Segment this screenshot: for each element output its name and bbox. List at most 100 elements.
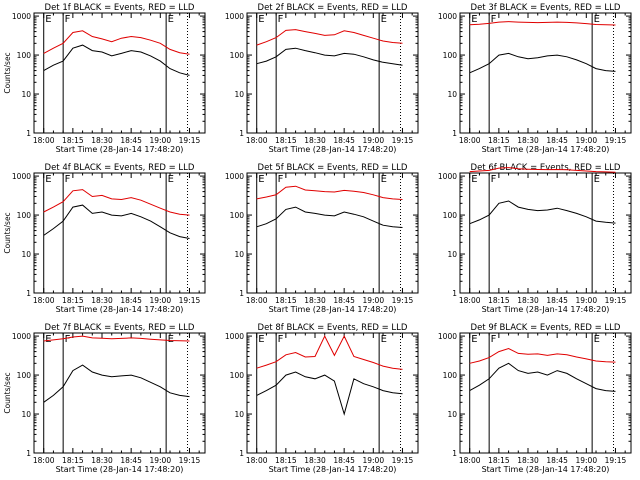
x-tick-label: 19:15 — [605, 296, 627, 305]
x-tick-label: 18:15 — [275, 296, 297, 305]
y-tick-label: 1 — [452, 289, 457, 298]
y-tick-label: 1 — [452, 449, 457, 458]
x-axis-label: Start Time (28-Jan-14 17:48:20) — [56, 145, 184, 154]
time-marker-label: F — [491, 334, 497, 345]
events-series-line — [256, 47, 403, 66]
x-tick-label: 18:15 — [488, 136, 510, 145]
y-tick-label: 10 — [21, 410, 31, 419]
x-tick-label: 18:00 — [246, 136, 268, 145]
x-axis-label: Start Time (28-Jan-14 17:48:20) — [269, 145, 397, 154]
chart-title: Det 3f BLACK = Events, RED = LLD — [471, 3, 621, 13]
time-marker-label: E — [381, 174, 387, 185]
time-marker-label: E — [381, 334, 387, 345]
x-tick-label: 19:00 — [149, 136, 171, 145]
x-tick-label: 18:45 — [546, 456, 568, 465]
x-tick-label: 19:15 — [605, 456, 627, 465]
lld-series-line — [43, 335, 190, 342]
chart-panel: Det 3f BLACK = Events, RED = LLD 1 10 100 10… — [438, 3, 632, 154]
y-tick-label: 100 — [230, 211, 245, 220]
x-axis-label: Start Time (28-Jan-14 17:48:20) — [482, 305, 610, 314]
x-tick-label: 18:45 — [333, 136, 355, 145]
x-tick-label: 18:30 — [91, 296, 113, 305]
y-tick-label: 100 — [17, 371, 32, 380]
plot-frame — [33, 12, 206, 134]
y-tick-label: 10 — [234, 410, 244, 419]
chart-title: Det 2f BLACK = Events, RED = LLD — [258, 3, 408, 13]
x-tick-label: 18:15 — [275, 456, 297, 465]
x-tick-label: 18:30 — [304, 296, 326, 305]
chart-panel: Det 8f BLACK = Events, RED = LLD 1 10 100 10… — [225, 323, 419, 474]
x-tick-label: 19:00 — [575, 136, 597, 145]
y-tick-label: 1000 — [12, 172, 31, 181]
chart-panel: Det 6f BLACK = Events, RED = LLD 1 10 100 10… — [438, 163, 632, 314]
time-marker-label: E — [594, 14, 600, 25]
y-tick-label: 100 — [443, 371, 458, 380]
time-marker-label: E — [168, 14, 174, 25]
x-tick-label: 18:00 — [33, 456, 55, 465]
y-axis-label: Counts/sec — [3, 372, 12, 413]
time-marker-label: E — [471, 14, 477, 25]
x-tick-label: 18:30 — [91, 456, 113, 465]
time-marker-label: F — [65, 334, 71, 345]
time-marker-label: F — [278, 334, 284, 345]
y-tick-label: 1000 — [225, 172, 244, 181]
time-marker-label: E — [381, 14, 387, 25]
x-tick-label: 18:30 — [517, 136, 539, 145]
events-series-line — [469, 362, 616, 392]
y-tick-label: 1000 — [438, 332, 457, 341]
chart-panel: Det 7f BLACK = Events, RED = LLD 1 10 100 10… — [3, 323, 206, 474]
y-tick-label: 100 — [17, 211, 32, 220]
x-tick-label: 18:00 — [459, 456, 481, 465]
y-tick-label: 1 — [239, 129, 244, 138]
events-series-line — [469, 52, 616, 74]
x-tick-label: 18:15 — [275, 136, 297, 145]
time-marker-label: E — [258, 334, 264, 345]
chart-panel: Det 4f BLACK = Events, RED = LLD 1 10 100 10… — [3, 163, 206, 314]
y-tick-label: 1000 — [438, 12, 457, 21]
y-tick-label: 1 — [239, 449, 244, 458]
y-tick-label: 10 — [234, 250, 244, 259]
x-tick-label: 19:15 — [179, 296, 201, 305]
plot-frame — [33, 172, 206, 294]
x-tick-label: 19:00 — [149, 296, 171, 305]
x-tick-label: 18:15 — [62, 296, 84, 305]
x-tick-label: 18:00 — [459, 296, 481, 305]
x-tick-label: 18:00 — [246, 456, 268, 465]
y-tick-label: 1 — [26, 129, 31, 138]
x-tick-label: 18:45 — [120, 296, 142, 305]
x-tick-label: 18:15 — [488, 296, 510, 305]
x-tick-label: 18:45 — [120, 136, 142, 145]
x-axis-label: Start Time (28-Jan-14 17:48:20) — [269, 465, 397, 474]
lld-series-line — [469, 167, 616, 173]
x-tick-label: 19:00 — [362, 456, 384, 465]
y-tick-label: 10 — [447, 250, 457, 259]
events-series-line — [43, 44, 190, 76]
y-tick-label: 1000 — [225, 332, 244, 341]
y-tick-label: 1000 — [438, 172, 457, 181]
events-series-line — [43, 364, 190, 403]
y-tick-label: 1 — [26, 449, 31, 458]
chart-title: Det 1f BLACK = Events, RED = LLD — [45, 3, 195, 13]
y-tick-label: 1000 — [12, 332, 31, 341]
y-tick-label: 100 — [443, 51, 458, 60]
chart-panel: Det 9f BLACK = Events, RED = LLD 1 10 100 10… — [438, 323, 632, 474]
y-tick-label: 10 — [447, 410, 457, 419]
time-marker-label: E — [168, 334, 174, 345]
time-marker-label: F — [491, 14, 497, 25]
time-marker-label: E — [471, 334, 477, 345]
time-marker-label: E — [258, 174, 264, 185]
time-marker-label: E — [594, 174, 600, 185]
x-axis-label: Start Time (28-Jan-14 17:48:20) — [482, 465, 610, 474]
x-tick-label: 19:15 — [392, 296, 414, 305]
time-marker-label: E — [258, 14, 264, 25]
y-tick-label: 100 — [17, 51, 32, 60]
plot-frame — [459, 172, 632, 294]
y-tick-label: 1 — [239, 289, 244, 298]
time-marker-label: F — [278, 14, 284, 25]
x-tick-label: 18:30 — [304, 456, 326, 465]
y-axis-label: Counts/sec — [3, 52, 12, 93]
y-tick-label: 1000 — [12, 12, 31, 21]
time-marker-label: E — [594, 334, 600, 345]
y-tick-label: 100 — [443, 211, 458, 220]
